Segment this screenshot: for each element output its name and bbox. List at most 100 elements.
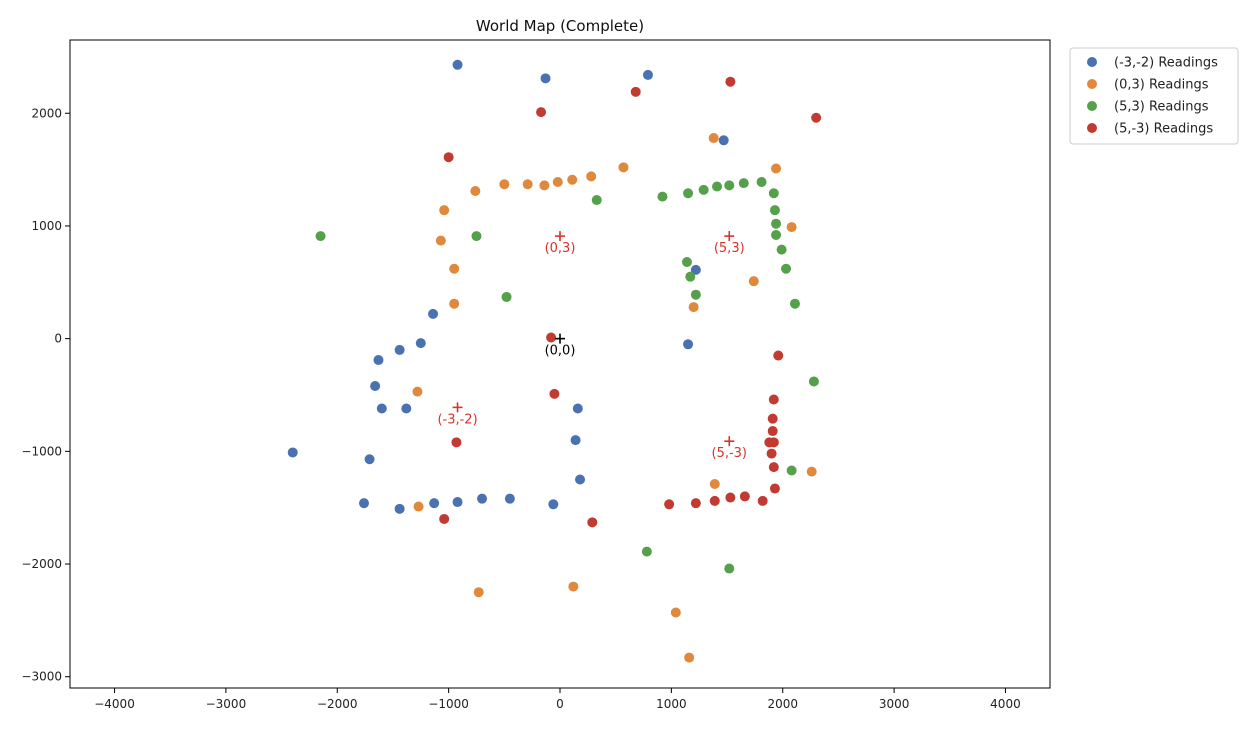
reference-marker: (5,3) <box>714 231 745 256</box>
data-point <box>748 276 759 287</box>
y-tick-label: 0 <box>54 332 62 346</box>
data-point <box>739 491 750 502</box>
plot-frame <box>69 39 1051 689</box>
y-axis: −3000 −2000 −1000 0 1000 2000 <box>21 106 70 684</box>
data-point <box>587 517 598 528</box>
data-point <box>641 546 652 557</box>
data-point <box>657 191 668 202</box>
legend-swatch <box>1087 57 1097 67</box>
data-point <box>769 205 780 216</box>
data-point <box>504 493 515 504</box>
data-point <box>499 179 510 190</box>
data-point <box>540 73 551 84</box>
legend-item: (5,3) Readings <box>1087 100 1209 115</box>
data-point <box>718 135 729 146</box>
series-3 <box>439 76 822 528</box>
legend: (-3,-2) Readings (0,3) Readings (5,3) Read… <box>1069 47 1239 145</box>
x-tick-label: −2000 <box>317 697 358 711</box>
legend-label: (-3,-2) Readings <box>1114 56 1218 71</box>
marker-label: (5,-3) <box>712 446 748 461</box>
marker-label: (-3,-2) <box>437 412 477 427</box>
series-2 <box>315 176 819 574</box>
data-point <box>412 386 423 397</box>
x-tick-label: 0 <box>556 697 564 711</box>
data-point <box>413 501 424 512</box>
data-point <box>781 263 792 274</box>
reference-marker: (0,0) <box>545 333 576 359</box>
data-point <box>757 495 768 506</box>
data-point <box>370 380 381 391</box>
data-point <box>786 222 797 233</box>
y-tick-label: −1000 <box>21 444 62 458</box>
legend-label: (5,3) Readings <box>1114 100 1209 115</box>
marker-label: (0,0) <box>545 344 576 359</box>
data-point <box>767 413 778 424</box>
data-point <box>552 176 563 187</box>
data-point <box>452 497 463 508</box>
data-point <box>684 652 695 663</box>
data-point <box>548 499 559 510</box>
data-point <box>773 350 784 361</box>
data-point <box>808 376 819 387</box>
data-point <box>712 181 723 192</box>
data-point <box>443 152 454 163</box>
marker-label: (5,3) <box>714 241 745 256</box>
x-tick-label: 3000 <box>879 697 910 711</box>
data-point <box>698 184 709 195</box>
data-point <box>690 289 701 300</box>
data-point <box>776 244 787 255</box>
y-tick-label: 2000 <box>31 106 62 120</box>
data-point <box>725 76 736 87</box>
data-point <box>439 205 450 216</box>
series-0 <box>287 59 729 514</box>
data-point <box>568 581 579 592</box>
data-point <box>415 338 426 349</box>
y-tick-label: −2000 <box>21 557 62 571</box>
data-point <box>630 86 641 97</box>
x-tick-label: 1000 <box>656 697 687 711</box>
plot-area <box>69 39 1051 689</box>
reference-markers: (0,0) (0,3) (5,3) (-3,-2) (5,-3) <box>437 231 747 461</box>
data-point <box>376 403 387 414</box>
legend-swatch <box>1087 101 1097 111</box>
data-point <box>764 437 775 448</box>
data-point <box>536 107 547 118</box>
data-point <box>449 298 460 309</box>
x-tick-label: 4000 <box>990 697 1021 711</box>
data-point <box>767 426 778 437</box>
data-point <box>806 466 817 477</box>
data-point <box>690 498 701 509</box>
data-point <box>429 498 440 509</box>
data-point <box>452 59 463 70</box>
data-point <box>501 291 512 302</box>
data-point <box>549 388 560 399</box>
data-point <box>315 231 326 242</box>
legend-item: (0,3) Readings <box>1087 78 1209 93</box>
legend-swatch <box>1087 123 1097 133</box>
data-point <box>359 498 369 509</box>
reference-marker: (0,3) <box>545 231 575 256</box>
data-point <box>725 492 736 503</box>
data-point <box>708 133 719 144</box>
data-point <box>642 69 653 80</box>
data-point <box>756 176 767 187</box>
data-point <box>473 587 484 598</box>
data-point <box>709 479 720 490</box>
series-1 <box>412 133 817 663</box>
data-point <box>789 298 800 309</box>
legend-label: (0,3) Readings <box>1114 78 1209 93</box>
data-point <box>771 229 782 240</box>
data-point <box>670 607 681 618</box>
data-point <box>449 263 460 274</box>
data-point <box>428 308 439 319</box>
data-point <box>471 231 482 242</box>
data-point <box>470 186 481 197</box>
data-point <box>591 195 602 206</box>
y-tick-label: 1000 <box>31 219 62 233</box>
data-point <box>567 174 578 185</box>
data-point <box>688 302 699 313</box>
y-tick-label: −3000 <box>21 670 62 684</box>
data-point <box>477 493 488 504</box>
data-point <box>771 218 782 229</box>
